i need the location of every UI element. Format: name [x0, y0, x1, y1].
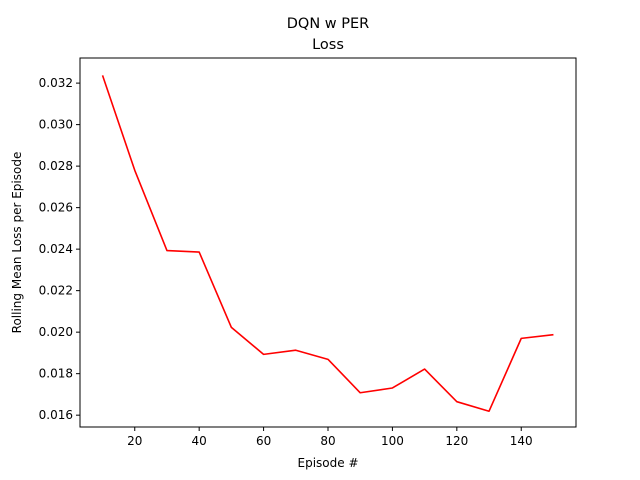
- x-axis-label: Episode #: [298, 456, 359, 470]
- y-axis-ticks: 0.016 0.018 0.020 0.022 0.024 0.026 0.028 0.030…: [39, 76, 80, 422]
- y-tick-label: 0.028: [39, 159, 73, 173]
- y-tick-label: 0.020: [39, 325, 73, 339]
- y-tick-label: 0.026: [39, 201, 73, 215]
- x-tick-label: 100: [381, 434, 404, 448]
- y-tick-label: 0.016: [39, 408, 73, 422]
- x-tick-label: 20: [127, 434, 142, 448]
- y-tick-label: 0.030: [39, 118, 73, 132]
- x-tick-label: 40: [192, 434, 207, 448]
- x-tick-label: 80: [320, 434, 335, 448]
- y-tick-label: 0.022: [39, 284, 73, 298]
- x-tick-label: 120: [445, 434, 468, 448]
- loss-series-line: [101, 75, 554, 413]
- y-tick-label: 0.018: [39, 367, 73, 381]
- y-axis-label: Rolling Mean Loss per Episode: [10, 152, 24, 334]
- y-tick-label: 0.024: [39, 242, 73, 256]
- y-tick-label: 0.032: [39, 76, 73, 90]
- x-tick-label: 140: [510, 434, 533, 448]
- series-layer: [101, 75, 554, 413]
- x-axis-ticks: 20 40 60 80 100 120 140: [127, 427, 533, 448]
- chart-title: DQN w PER: [287, 16, 369, 32]
- x-tick-label: 60: [256, 434, 271, 448]
- plot-frame: [79, 57, 577, 428]
- chart-subtitle: Loss: [312, 37, 344, 53]
